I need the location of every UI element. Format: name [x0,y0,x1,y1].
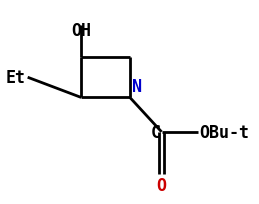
Text: OBu-t: OBu-t [199,123,249,141]
Text: OH: OH [71,21,91,39]
Text: O: O [156,176,167,194]
Text: N: N [132,78,142,96]
Text: Et: Et [5,69,25,87]
Text: C: C [150,123,161,141]
